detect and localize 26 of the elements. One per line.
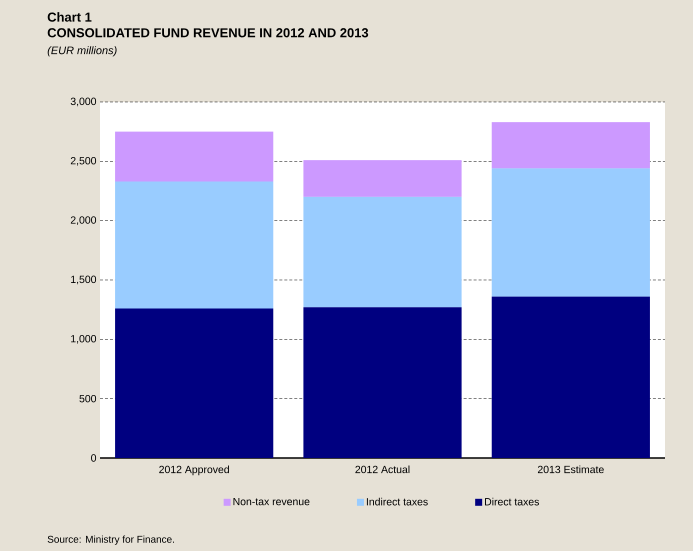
caption: Chart 1 bbox=[48, 12, 92, 22]
bar bbox=[492, 296, 650, 458]
source-note: Source: Ministry for Finance. bbox=[48, 536, 174, 545]
legend-label: Indirect taxes bbox=[366, 498, 428, 506]
y-tick-label: 0 bbox=[91, 454, 96, 462]
y-tick-label: 2,500 bbox=[70, 157, 96, 166]
bar bbox=[492, 168, 650, 297]
legend-label: Non-tax revenue bbox=[233, 498, 310, 506]
x-tick-label: 2013 Estimate bbox=[538, 465, 604, 474]
y-tick-label: 3,000 bbox=[70, 98, 96, 106]
bar bbox=[492, 122, 650, 168]
bar bbox=[115, 132, 274, 182]
y-tick-label: 500 bbox=[79, 394, 96, 402]
bar bbox=[303, 160, 462, 197]
chart-title: CONSOLIDATED FUND REVENUE IN 2012 AND 2013 bbox=[48, 28, 368, 38]
y-tick-label: 1,500 bbox=[71, 276, 96, 284]
legend-label: Direct taxes bbox=[485, 498, 539, 506]
x-tick-label: 2012 Actual bbox=[355, 465, 410, 474]
x-tick-label: 2012 Approved bbox=[159, 465, 229, 476]
bar bbox=[303, 196, 462, 308]
chart-subtitle: (EUR millions) bbox=[48, 46, 117, 56]
bar bbox=[115, 308, 274, 458]
y-tick-label: 1,000 bbox=[71, 335, 96, 344]
bar bbox=[115, 181, 274, 308]
y-tick-label: 2,000 bbox=[70, 216, 96, 225]
bar bbox=[303, 307, 462, 458]
